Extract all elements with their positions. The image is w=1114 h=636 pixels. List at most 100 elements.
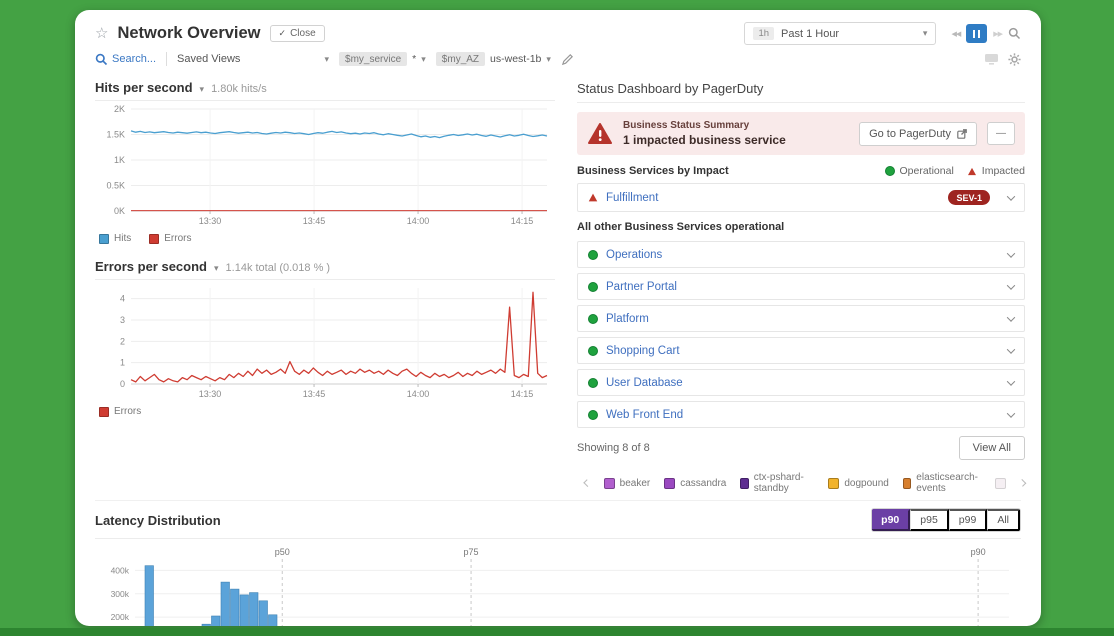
- edit-pencil-icon[interactable]: [561, 53, 574, 66]
- time-range-label: Past 1 Hour: [781, 27, 840, 40]
- showing-count: Showing 8 of 8: [577, 442, 650, 454]
- svg-text:14:15: 14:15: [511, 389, 534, 399]
- hits-chart-canvas[interactable]: 2K 1.5K 1K 0.5K 0K 13:30 13:45 14:00 14:15: [95, 101, 555, 227]
- service-link[interactable]: Fulfillment: [606, 191, 659, 204]
- legend-item[interactable]: Errors: [149, 233, 191, 244]
- search-icon[interactable]: [1008, 27, 1021, 40]
- svg-text:14:00: 14:00: [407, 389, 430, 399]
- svg-text:13:45: 13:45: [303, 216, 326, 226]
- host-legend-item[interactable]: cassandra: [664, 477, 727, 489]
- chevron-down-icon[interactable]: [1006, 312, 1016, 322]
- svg-text:1K: 1K: [114, 155, 125, 165]
- service-row-user-database[interactable]: User Database: [577, 369, 1025, 396]
- rewind-icon[interactable]: ◀◀: [951, 30, 961, 38]
- host-label: cassandra: [680, 477, 727, 489]
- service-link[interactable]: Partner Portal: [606, 280, 677, 293]
- saved-views-label: Saved Views: [177, 53, 241, 65]
- service-row-fulfillment[interactable]: Fulfillment SEV-1: [577, 183, 1025, 212]
- variable-value: *: [412, 53, 417, 65]
- svg-text:14:00: 14:00: [407, 216, 430, 226]
- tv-mode-icon[interactable]: [984, 53, 999, 65]
- service-link[interactable]: Web Front End: [606, 408, 684, 421]
- pagerduty-footer: Showing 8 of 8 View All: [577, 433, 1025, 460]
- host-swatch: [995, 477, 1007, 489]
- service-link[interactable]: Operations: [606, 248, 663, 261]
- service-row-platform[interactable]: Platform: [577, 305, 1025, 332]
- view-all-button[interactable]: View All: [958, 436, 1025, 460]
- chevron-down-icon: ▾: [421, 53, 426, 64]
- percentile-button-all[interactable]: All: [987, 509, 1020, 531]
- forward-icon[interactable]: ▶▶: [993, 30, 1003, 38]
- alert-more-button[interactable]: —: [987, 122, 1015, 145]
- errors-series-swatch: [149, 233, 160, 244]
- chevron-down-icon[interactable]: ▾: [214, 263, 219, 273]
- legend-item[interactable]: Hits: [99, 233, 131, 244]
- hits-series-swatch: [99, 233, 109, 244]
- host-label: ctx-pshard-standby: [753, 472, 804, 494]
- go-to-pagerduty-button[interactable]: Go to PagerDuty: [859, 121, 977, 146]
- chevron-down-icon[interactable]: ▾: [199, 84, 205, 94]
- svg-text:4: 4: [120, 294, 125, 304]
- hits-chart-legend: Hits Errors: [95, 232, 555, 249]
- host-legend-item[interactable]: beaker: [603, 477, 651, 489]
- search-input[interactable]: Search...: [95, 53, 156, 66]
- operational-dot-icon: [588, 409, 598, 420]
- star-icon[interactable]: ☆: [95, 25, 109, 42]
- legend-prev-icon[interactable]: [583, 479, 592, 487]
- chevron-down-icon[interactable]: [1006, 344, 1016, 354]
- pagerduty-panel-title: Status Dashboard by PagerDuty: [577, 74, 1025, 103]
- service-row-web-front-end[interactable]: Web Front End: [577, 401, 1025, 428]
- latency-histogram-canvas[interactable]: 400k300k200k100k0k0 ms100 ms200 ms300 ms…: [95, 543, 1021, 626]
- percentile-button-p90[interactable]: p90: [872, 509, 911, 531]
- svg-text:1.5K: 1.5K: [106, 130, 125, 140]
- legend-label: Errors: [114, 406, 142, 417]
- template-variable-my-az[interactable]: $my_AZ us-west-1b ▾: [435, 52, 551, 66]
- chevron-down-icon[interactable]: [1006, 191, 1016, 201]
- errors-chart-canvas[interactable]: 4 3 2 1 0 13:30 13:45 14:00 14:15: [95, 280, 555, 400]
- gear-icon[interactable]: [1008, 52, 1021, 66]
- service-row-partner-portal[interactable]: Partner Portal: [577, 273, 1025, 300]
- severity-badge: SEV-1: [948, 190, 990, 205]
- percentile-button-p95[interactable]: p95: [910, 509, 949, 531]
- host-legend-item[interactable]: elasticsearch-events: [902, 472, 981, 494]
- time-range-select[interactable]: 1h Past 1 Hour ▾: [744, 22, 937, 45]
- percentile-button-p99[interactable]: p99: [948, 509, 988, 531]
- errors-series-swatch: [99, 406, 109, 417]
- impacted-triangle-icon: [588, 193, 598, 202]
- widget-title[interactable]: Errors per second: [95, 259, 207, 274]
- template-variable-my-service[interactable]: $my_service * ▾: [339, 52, 426, 66]
- toolbar-divider: [166, 52, 168, 66]
- svg-text:2: 2: [120, 336, 125, 346]
- pause-button[interactable]: [966, 24, 988, 43]
- impacted-legend-label: Impacted: [981, 165, 1025, 177]
- host-legend-item[interactable]: ctx-pshard-standby: [740, 472, 814, 494]
- chevron-down-icon[interactable]: [1006, 280, 1016, 290]
- host-legend-item-partial: [995, 477, 1007, 489]
- widget-title[interactable]: Hits per second: [95, 80, 193, 95]
- latency-header: Latency Distribution p90 p95 p99 All: [95, 501, 1021, 539]
- service-link[interactable]: Platform: [606, 312, 649, 325]
- svg-text:3: 3: [120, 315, 125, 325]
- svg-text:200k: 200k: [111, 612, 130, 622]
- saved-views-select[interactable]: Saved Views ▾: [177, 53, 329, 65]
- svg-text:p90: p90: [971, 547, 986, 557]
- legend-item[interactable]: Errors: [99, 406, 141, 417]
- service-link[interactable]: Shopping Cart: [606, 344, 680, 357]
- host-legend-item[interactable]: dogpound: [828, 477, 889, 489]
- host-label: beaker: [619, 477, 651, 489]
- service-row-shopping-cart[interactable]: Shopping Cart: [577, 337, 1025, 364]
- toolbar-right-icons: [984, 52, 1021, 66]
- legend-next-icon[interactable]: [1018, 479, 1027, 487]
- pagerduty-panel: Status Dashboard by PagerDuty Business S…: [577, 74, 1027, 494]
- legend-label: Hits: [114, 233, 132, 244]
- close-button[interactable]: ✓ Close: [269, 25, 325, 42]
- chevron-down-icon[interactable]: [1006, 248, 1016, 258]
- service-row-operations[interactable]: Operations: [577, 241, 1025, 268]
- dashboard-window: ☆ Network Overview ✓ Close 1h Past 1 Hou…: [75, 10, 1041, 626]
- svg-text:p50: p50: [275, 547, 290, 557]
- chevron-down-icon[interactable]: [1006, 408, 1016, 418]
- chevron-down-icon[interactable]: [1006, 376, 1016, 386]
- time-range-badge: 1h: [753, 27, 775, 40]
- percentile-button-group: p90 p95 p99 All: [871, 508, 1021, 532]
- service-link[interactable]: User Database: [606, 376, 683, 389]
